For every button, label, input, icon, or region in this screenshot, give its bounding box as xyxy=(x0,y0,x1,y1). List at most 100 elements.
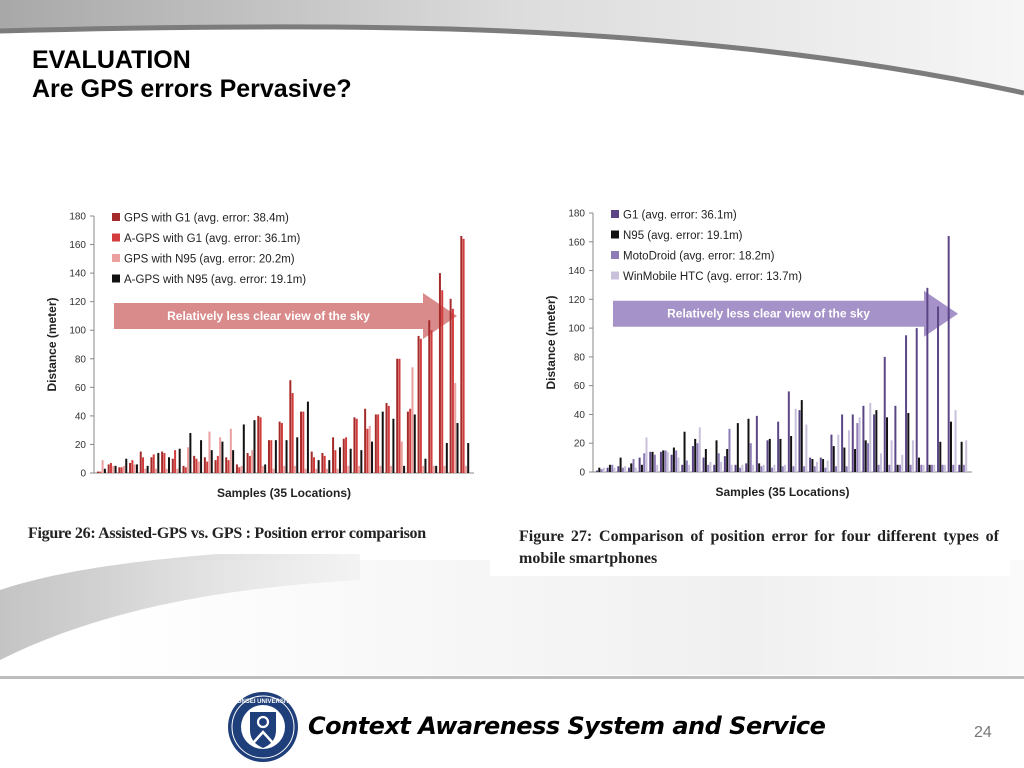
bar xyxy=(155,468,158,473)
bar xyxy=(114,465,117,473)
bar xyxy=(879,453,882,472)
bar xyxy=(125,458,128,473)
bar xyxy=(403,465,406,473)
bar xyxy=(704,448,707,472)
bar xyxy=(325,468,328,473)
legend-swatch xyxy=(611,271,619,280)
bar xyxy=(235,464,238,473)
bar xyxy=(144,468,147,473)
bar xyxy=(965,440,968,472)
bar xyxy=(730,464,733,472)
bar xyxy=(901,454,904,472)
bar xyxy=(349,448,352,473)
bar xyxy=(803,466,806,472)
legend-entry: WinMobile HTC (avg. error: 13.7m) xyxy=(623,271,802,283)
bar xyxy=(174,450,177,473)
y-tick-label: 20 xyxy=(574,439,586,450)
bar xyxy=(336,468,339,473)
bar xyxy=(824,467,827,472)
legend-swatch xyxy=(611,251,619,259)
bar xyxy=(441,290,444,473)
bar xyxy=(598,467,601,472)
bar xyxy=(685,460,688,472)
header-swoosh-decoration xyxy=(0,0,1024,96)
bar xyxy=(409,408,412,473)
bar xyxy=(456,423,459,473)
bar xyxy=(837,434,840,472)
legend-swatch xyxy=(112,254,120,262)
bar xyxy=(856,423,859,472)
bar xyxy=(643,453,646,472)
bar xyxy=(883,356,886,472)
bar xyxy=(841,414,844,472)
bar xyxy=(949,421,952,472)
bar xyxy=(355,418,358,473)
bar xyxy=(854,448,857,472)
bar xyxy=(219,437,222,473)
bar xyxy=(285,440,288,473)
bar xyxy=(163,453,166,473)
bar xyxy=(430,330,433,473)
bar xyxy=(304,468,307,473)
background-fade xyxy=(100,560,1024,675)
bar xyxy=(805,424,808,472)
bar xyxy=(736,423,739,472)
bar xyxy=(358,465,361,473)
y-tick-label: 0 xyxy=(579,468,585,479)
bar xyxy=(364,408,367,473)
bar xyxy=(374,414,377,473)
bar xyxy=(745,463,748,472)
bar xyxy=(310,451,313,473)
bar xyxy=(702,457,705,472)
bar xyxy=(283,465,286,473)
bar xyxy=(645,437,648,472)
bar xyxy=(150,457,153,473)
bar xyxy=(952,464,955,472)
bar xyxy=(707,464,710,472)
bar xyxy=(613,467,616,472)
bar xyxy=(638,457,641,472)
legend-entry: MotoDroid (avg. error: 18.2m) xyxy=(623,251,775,263)
bar xyxy=(328,460,331,473)
bar xyxy=(851,414,854,472)
bar xyxy=(709,461,712,472)
bar xyxy=(741,464,744,472)
bar xyxy=(445,443,448,473)
bar xyxy=(619,457,622,472)
bar xyxy=(792,466,795,472)
bar xyxy=(811,459,814,472)
bar xyxy=(873,414,876,472)
bar xyxy=(438,273,441,473)
bar xyxy=(184,467,187,473)
bar xyxy=(926,287,929,472)
figure-26-panel: 0 20 40 60 80 100 120 140 160 180 Distance (meter)… xyxy=(12,198,496,554)
bar xyxy=(954,410,957,472)
bar xyxy=(176,468,179,473)
bar xyxy=(634,467,637,472)
bar xyxy=(189,433,192,473)
bar xyxy=(338,447,341,473)
bar xyxy=(898,464,901,472)
bar xyxy=(146,465,149,473)
bar xyxy=(334,450,337,473)
bar xyxy=(943,464,946,472)
bar xyxy=(366,428,369,473)
bar xyxy=(347,465,350,473)
bar xyxy=(809,457,812,472)
bar xyxy=(602,467,605,472)
y-tick-label: 0 xyxy=(80,469,86,480)
bar xyxy=(107,464,110,473)
bar xyxy=(777,421,780,472)
bar xyxy=(253,420,256,473)
bar xyxy=(939,441,942,472)
bar xyxy=(443,465,446,473)
bar xyxy=(662,450,665,472)
bar xyxy=(691,446,694,472)
bar xyxy=(766,440,769,472)
bar xyxy=(696,443,699,472)
bar xyxy=(688,464,691,472)
y-tick-label: 80 xyxy=(574,352,586,363)
slide-title-line1: EVALUATION xyxy=(32,46,191,74)
bar xyxy=(611,464,614,472)
bar xyxy=(214,460,217,473)
